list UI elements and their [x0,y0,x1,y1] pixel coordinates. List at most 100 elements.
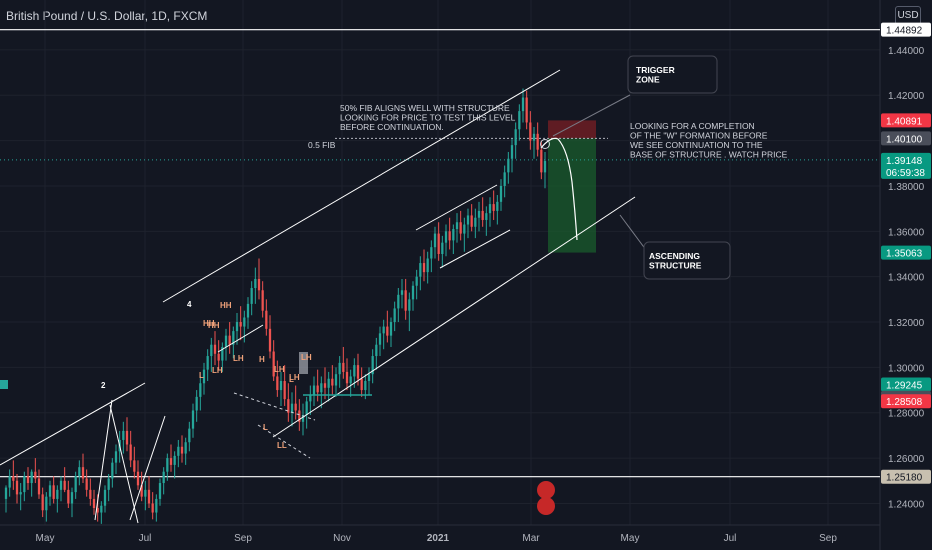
x-tick-label: Sep [234,533,252,544]
trend-line [0,382,146,466]
annotation-fib-structure: 50% FIB ALIGNS WELL WITH STRUCTURELOOKIN… [340,103,516,132]
candle-body [34,471,37,479]
price-tag-label: 1.39148 [886,156,923,167]
candle-body [503,172,506,186]
candle-body [386,326,389,336]
candle-body [404,290,407,311]
candle-body [345,371,349,384]
candle-body [122,430,125,440]
price-tag-countdown: 06:59:38 [886,168,925,179]
candle-body [400,290,404,295]
candle-body [287,399,290,413]
y-tick-label: 1.28000 [888,409,925,420]
price-tag [881,113,931,128]
annotation-fib-structure-line: BEFORE CONTINUATION. [340,122,444,132]
candle-body [8,476,11,488]
candle-body [477,210,481,218]
entry-marker [540,139,550,149]
candle-body [283,380,286,400]
candle-body [210,344,213,357]
candle-body [367,374,371,381]
candle-body [30,471,33,484]
candle-body [426,258,429,273]
wave-label: LL [277,441,287,450]
candle-body [265,310,268,329]
candle-body [356,365,360,379]
candle-body [235,322,239,332]
candle-body [364,380,367,391]
trend-line [272,196,636,438]
candle-body [316,385,319,393]
candle-body [191,410,195,429]
candle-body [114,451,118,463]
candle-body [213,344,217,354]
candle-body [496,201,499,211]
dashed-trend-line [233,392,316,421]
candle-body [532,133,536,141]
price-tag-label: 1.44892 [886,26,923,37]
candle-body [349,376,352,384]
candle-body [23,476,26,493]
trend-line [109,404,139,524]
candle-body [15,480,19,495]
candle-body [111,462,114,479]
candle-body [514,129,517,146]
candle-body [221,346,224,361]
x-tick-label: May [621,533,640,544]
candle-body [206,356,209,370]
candle-body [338,362,341,375]
candle-body [85,478,88,490]
candle-body [92,498,96,508]
candle-body [294,403,297,411]
y-tick-label: 1.44000 [888,46,925,57]
price-tag-label: 1.25180 [886,473,923,484]
event-icon [537,497,555,515]
candle-body [180,446,184,454]
trigger-zone-box [627,55,718,94]
x-tick-label: Sep [819,533,837,544]
candle-body [199,383,202,397]
candle-body [525,97,528,123]
candle-body [320,383,323,393]
candle-body [507,158,510,173]
wave-label: L [199,371,204,380]
candle-body [59,480,63,490]
wave-label: HH [208,321,220,330]
candle-body [268,328,272,352]
x-tick-label: Jul [139,533,152,544]
price-tag-label: 1.40100 [886,134,923,145]
candle-body [279,380,283,391]
price-tag [881,377,931,392]
candle-body [45,496,48,511]
candle-body [103,489,107,506]
candle-body [129,444,132,461]
candle-body [378,333,382,345]
annotation-fib-structure-line: 50% FIB ALIGNS WELL WITH STRUCTURE [340,103,510,113]
candle-body [158,483,162,499]
candle-body [485,213,488,220]
candle-body [169,458,173,465]
candle-body [488,204,492,214]
candle-body [543,161,547,173]
candle-body [331,378,334,386]
candle-body [298,410,301,422]
price-tag [881,394,931,409]
candle-body [441,242,444,254]
candle-body [250,288,253,304]
trend-line [129,415,166,521]
y-tick-label: 1.30000 [888,363,925,374]
candle-body [408,299,411,311]
stop-loss-zone [548,120,596,139]
y-tick-label: 1.34000 [888,273,925,284]
annotation-w-formation-line: LOOKING FOR A COMPLETION [630,121,755,131]
candle-body [140,485,143,497]
candle-body [444,231,448,243]
candle-body [41,494,44,511]
annotation-w-formation-line: WE SEE CONTINUATION TO THE [630,140,763,150]
candle-body [56,489,59,499]
candle-body [397,294,400,309]
